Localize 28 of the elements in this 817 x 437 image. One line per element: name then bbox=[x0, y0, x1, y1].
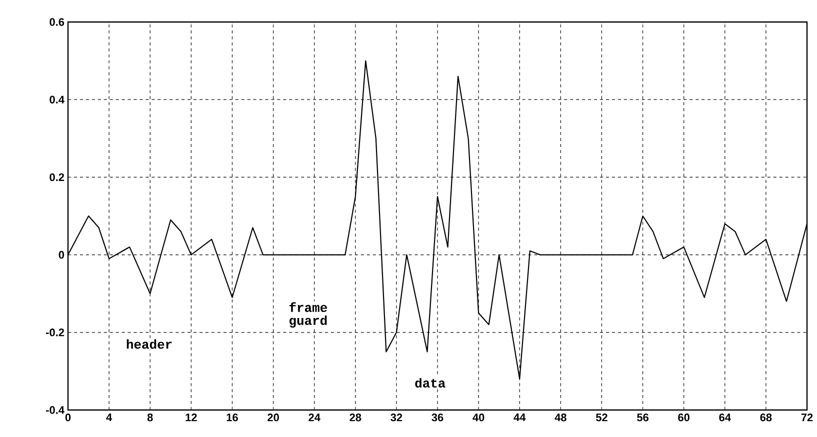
x-tick-label: 56 bbox=[637, 414, 648, 422]
x-tick-label: 12 bbox=[186, 414, 197, 422]
y-tick-label: 0.6 bbox=[50, 18, 64, 26]
x-tick-label: 24 bbox=[308, 414, 320, 422]
x-tick-label: 60 bbox=[678, 414, 690, 422]
annotation: frame guard bbox=[289, 302, 327, 328]
x-tick-label: 16 bbox=[226, 414, 238, 422]
x-tick-label: 64 bbox=[719, 414, 731, 422]
annotation: header bbox=[126, 339, 172, 349]
x-tick-label: 4 bbox=[106, 414, 112, 422]
annotation: data bbox=[415, 378, 446, 388]
x-tick-label: 28 bbox=[350, 414, 362, 422]
x-tick-label: 0 bbox=[65, 414, 71, 422]
y-tick-label: -0.2 bbox=[46, 328, 64, 336]
x-tick-label: 40 bbox=[472, 414, 484, 422]
y-tick-label: 0.2 bbox=[50, 173, 64, 182]
y-tick-label: -0.4 bbox=[46, 406, 64, 414]
y-tick-label: 0.4 bbox=[50, 96, 64, 104]
x-tick-label: 72 bbox=[801, 414, 813, 422]
x-tick-label: 52 bbox=[596, 414, 608, 422]
x-tick-label: 36 bbox=[432, 414, 444, 422]
x-tick-label: 68 bbox=[760, 414, 772, 422]
x-tick-label: 44 bbox=[514, 414, 526, 422]
x-tick-label: 32 bbox=[390, 414, 402, 422]
x-tick-label: 48 bbox=[554, 414, 566, 422]
x-tick-label: 20 bbox=[268, 414, 279, 422]
x-tick-label: 8 bbox=[147, 414, 153, 422]
y-tick-label: 0 bbox=[58, 250, 64, 259]
